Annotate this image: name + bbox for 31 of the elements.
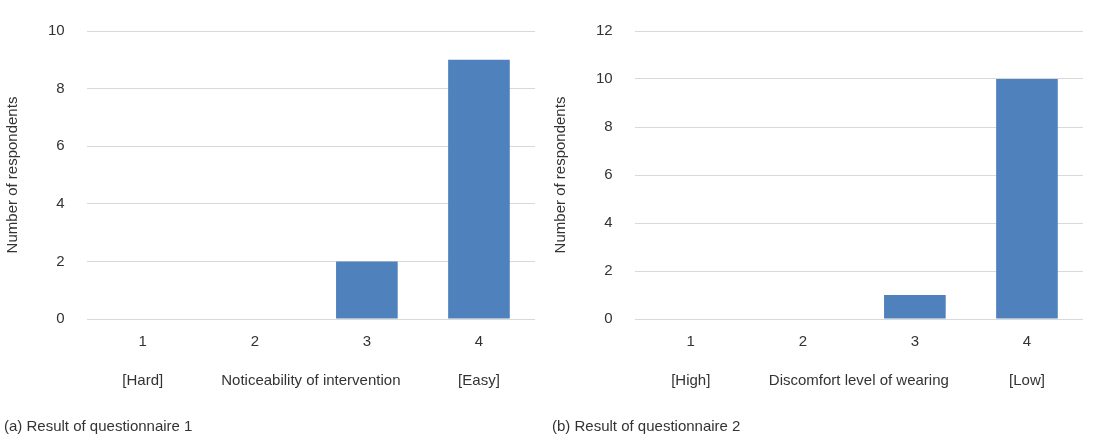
text: (b) Result of questionnaire 2	[552, 417, 742, 434]
x-axis-title: Discomfort level of wearing	[768, 371, 949, 389]
y-tick-label: 0	[56, 309, 65, 327]
y-tick-label: 4	[604, 213, 613, 231]
y-tick-label: 4	[56, 193, 65, 211]
x-tick-label: 3	[910, 332, 920, 350]
y-tick-label: 8	[56, 78, 65, 96]
text: [Low]	[1009, 371, 1045, 389]
y-tick-label: 10	[596, 69, 613, 87]
x-axis-title: Noticeability of intervention	[221, 371, 401, 389]
x-tick-label: 4	[474, 332, 484, 350]
y-tick-label: 0	[604, 309, 613, 327]
y-tick-label: 10	[48, 21, 65, 39]
x-tick-label: 2	[250, 332, 259, 350]
text: [Hard]	[122, 371, 164, 389]
text: (a) Result of questionnaire 1	[4, 417, 194, 434]
y-tick-label: 6	[604, 165, 613, 183]
x-tick-label: 3	[362, 332, 372, 350]
text: [Easy]	[458, 371, 500, 389]
y-tick-label: 6	[56, 136, 65, 154]
x-tick-label: 1	[686, 332, 695, 350]
y-tick-label: 2	[56, 251, 65, 269]
y-axis-title: Number of respondents	[3, 96, 21, 254]
x-tick-label: 2	[798, 332, 807, 350]
y-tick-label: 8	[604, 117, 613, 135]
y-tick-label: 2	[604, 261, 613, 279]
text: [High]	[671, 371, 711, 389]
y-tick-label: 12	[596, 21, 613, 39]
x-tick-label: 4	[1022, 332, 1032, 350]
x-tick-label: 1	[138, 332, 147, 350]
y-axis-title: Number of respondents	[551, 96, 569, 254]
